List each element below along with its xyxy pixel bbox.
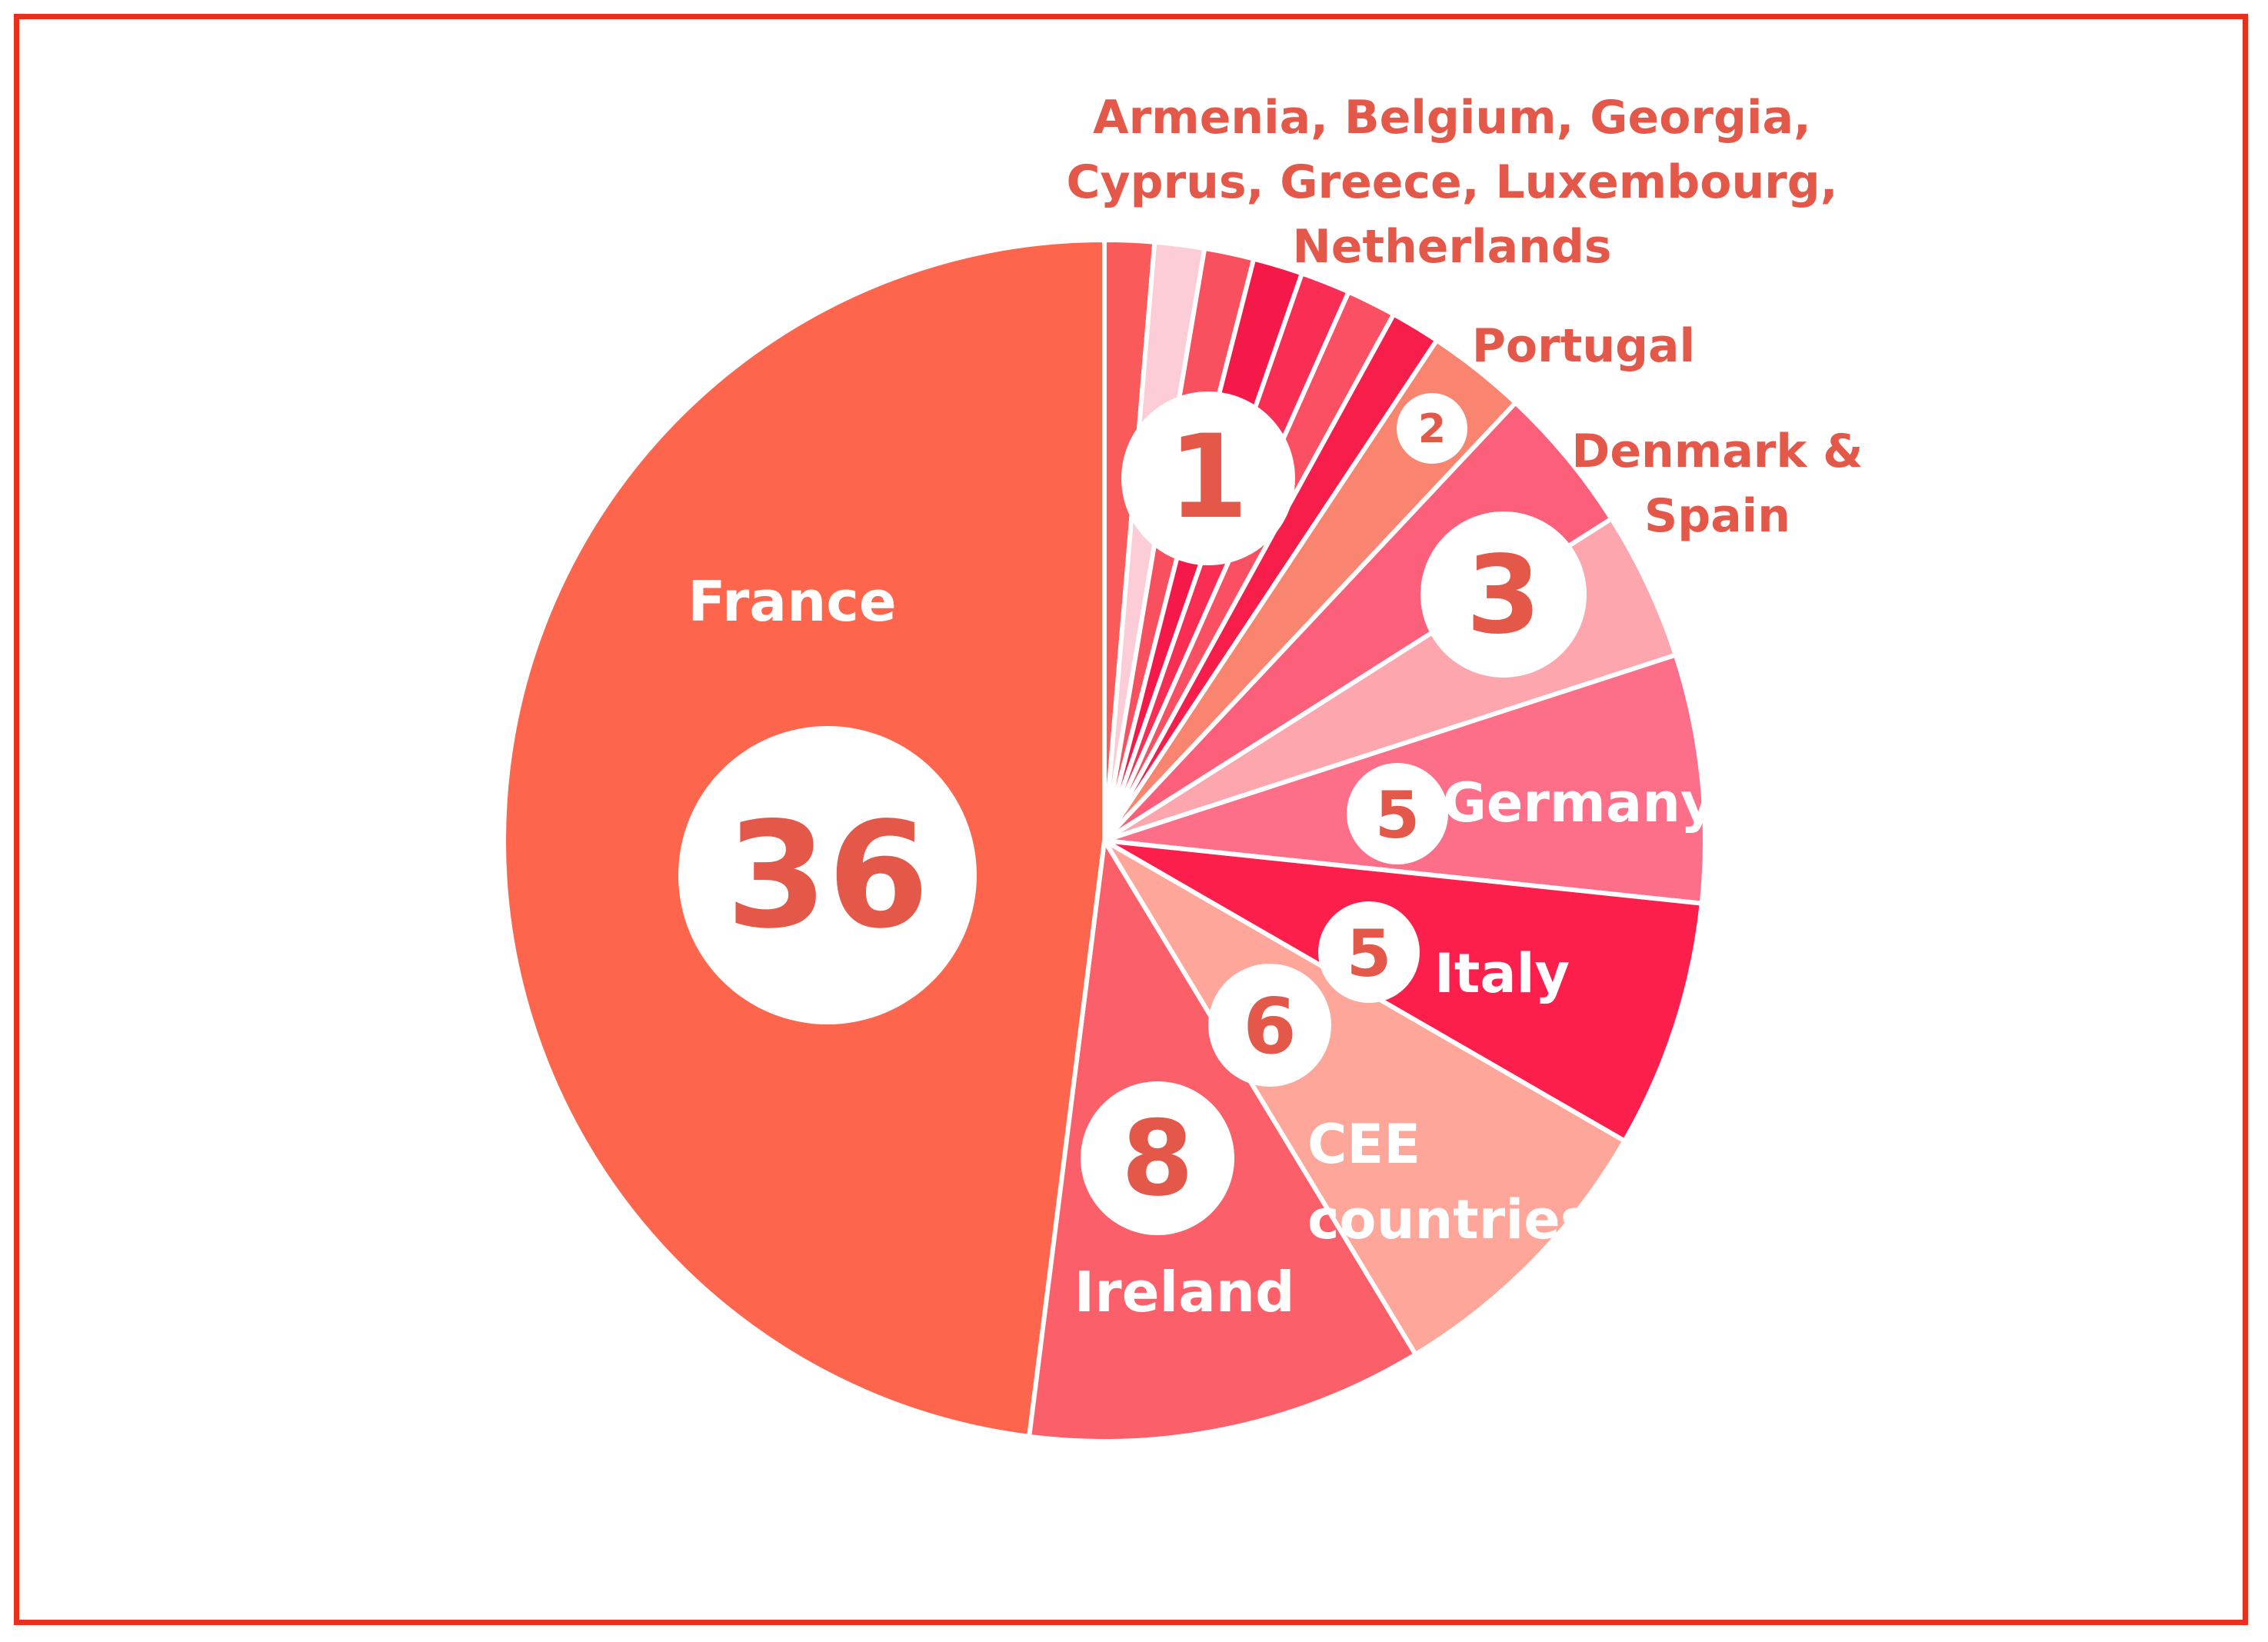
svg-text:5: 5 [1347,916,1391,991]
svg-text:3: 3 [1466,533,1540,658]
svg-text:2: 2 [1418,406,1446,452]
badge-small-countries: 1 [1121,391,1295,565]
label-countries: countries [1307,1188,1592,1251]
label-small-countries-line-3: Netherlands [1292,220,1611,274]
badge-france: 36 [678,726,977,1024]
svg-text:5: 5 [1375,778,1420,853]
label-cee: CEE [1307,1113,1420,1176]
badge-ireland: 8 [1081,1081,1234,1235]
label-italy: Italy [1434,942,1570,1005]
svg-text:36: 36 [726,791,929,961]
label-small-countries-line-2: Cyprus, Greece, Luxembourg, [1066,155,1837,209]
pie-slice-cee-countries [1102,838,1627,1357]
badge-germany: 5 [1347,763,1448,864]
label-ireland: Ireland [1074,1260,1294,1324]
label-portugal: Portugal [1472,319,1695,373]
badge-denmark-spain: 3 [1420,511,1587,678]
pie-slice-denmark [1102,400,1614,843]
label-spain: Spain [1644,489,1790,543]
svg-text:6: 6 [1243,981,1297,1071]
label-small-countries-line-1: Armenia, Belgium, Georgia, [1093,91,1811,145]
value-badges: 1 2 3 5 5 6 8 36 [678,391,1587,1235]
badge-portugal: 2 [1397,393,1467,464]
badge-cee: 6 [1208,964,1331,1087]
label-germany: Germany [1442,771,1715,834]
svg-text:1: 1 [1168,411,1248,545]
label-france: France [688,569,896,634]
pie-labels: Armenia, Belgium, Georgia, Cyprus, Greec… [688,91,1863,1324]
svg-text:8: 8 [1121,1098,1194,1219]
label-denmark: Denmark & [1572,425,1863,478]
pie-slice-italy [1102,838,1704,1144]
badge-italy: 5 [1318,901,1420,1003]
